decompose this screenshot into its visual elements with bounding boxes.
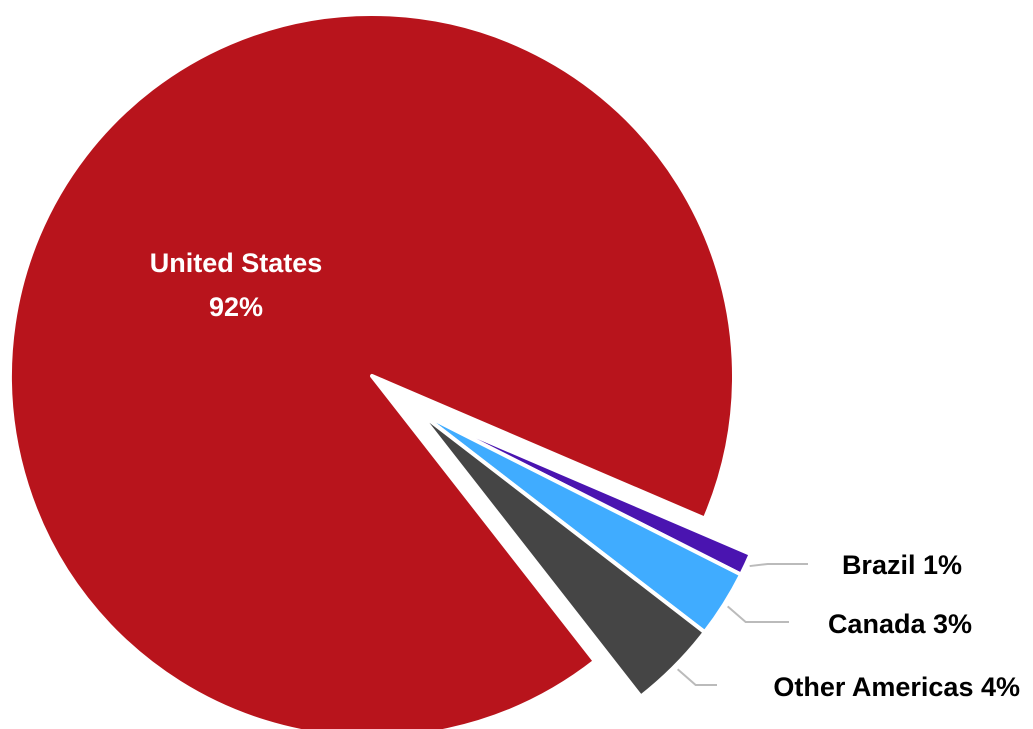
slice-label-united-states: United States xyxy=(150,248,323,278)
leader-lines xyxy=(676,563,808,686)
slice-label-other-americas: Other Americas 4% xyxy=(773,672,1020,702)
slice-label-brazil: Brazil 1% xyxy=(842,550,962,580)
pie-slices xyxy=(8,12,753,729)
slice-value-united-states: 92% xyxy=(209,292,263,322)
leader-line-brazil xyxy=(749,563,808,568)
pie-slice-united-states xyxy=(8,12,736,729)
slice-label-canada: Canada 3% xyxy=(828,609,972,639)
pie-slice-other-americas xyxy=(415,409,707,699)
leader-line-canada xyxy=(727,605,789,623)
leader-line-other-americas xyxy=(676,668,717,686)
